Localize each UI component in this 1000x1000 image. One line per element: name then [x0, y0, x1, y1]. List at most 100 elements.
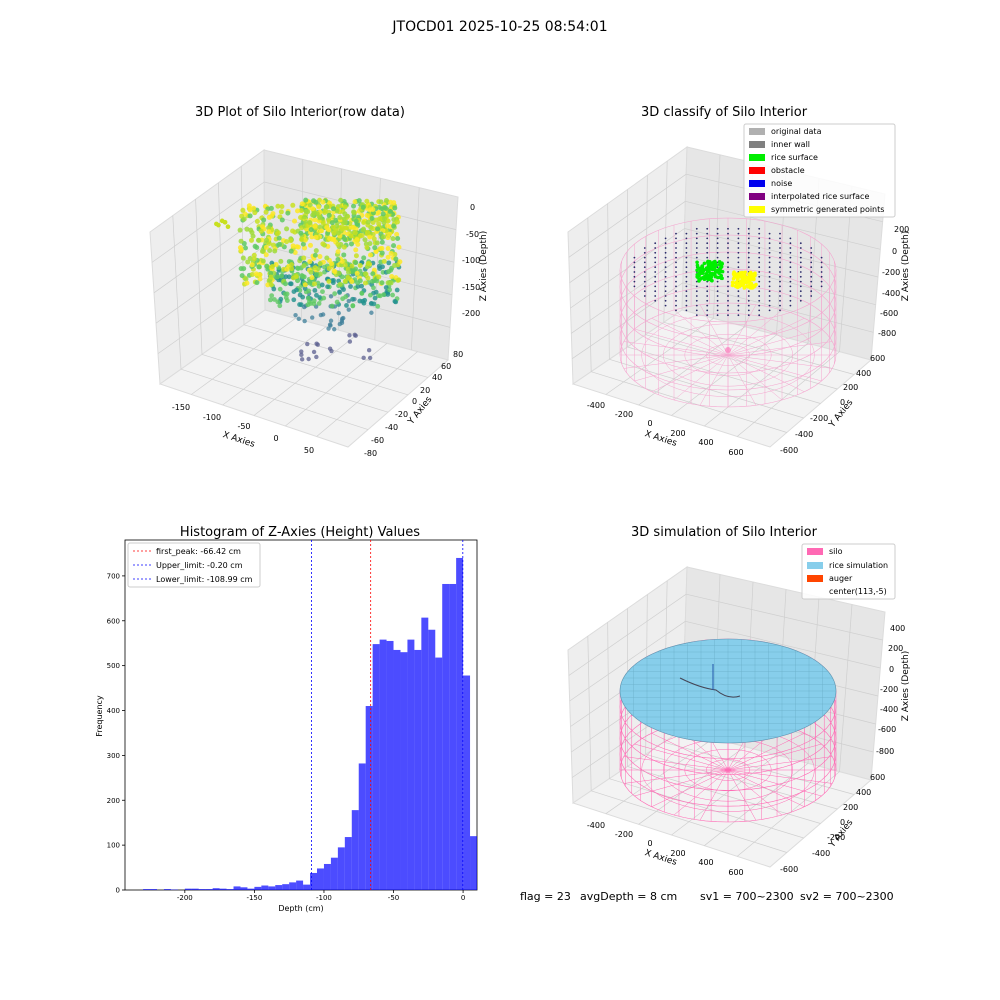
- interpolated-surface-point: [789, 275, 792, 278]
- symmetric-generated-point: [731, 276, 736, 281]
- interpolated-surface-point: [727, 295, 729, 297]
- interpolated-surface-point: [716, 232, 719, 235]
- raw-data-point: [372, 245, 378, 251]
- rice-surface-point: [706, 269, 710, 273]
- interpolated-surface-point: [643, 275, 646, 278]
- raw-data-point: [310, 212, 316, 218]
- interpolated-surface-point: [758, 280, 761, 283]
- interpolated-surface-point: [768, 266, 771, 269]
- histogram-bar: [442, 583, 450, 890]
- rice-surface-point: [717, 267, 721, 272]
- interpolated-surface-point: [654, 285, 657, 288]
- interpolated-surface-point: [737, 290, 740, 293]
- silo-floor-spoke: [623, 756, 729, 771]
- interpolated-surface-point: [747, 256, 750, 259]
- simulation-z-tick: -200: [880, 685, 898, 694]
- legend-label-inner-wall: inner wall: [771, 140, 810, 149]
- histogram-bar: [400, 652, 408, 890]
- raw-data-point: [282, 291, 288, 297]
- interpolated-surface-point: [768, 280, 771, 283]
- symmetric-generated-point: [730, 280, 735, 285]
- silo-floor-spoke: [727, 756, 833, 771]
- interpolated-surface-point: [716, 309, 719, 312]
- rice-surface-point: [708, 263, 712, 267]
- interpolated-surface-point: [727, 290, 729, 293]
- interpolated-surface-point: [789, 295, 792, 297]
- raw-data-point: [297, 302, 302, 307]
- raw-data-point: [359, 232, 365, 238]
- raw-data-point: [383, 198, 389, 204]
- interpolated-surface-point: [737, 266, 740, 269]
- classify-z-axis-label: Z Axies (Depth): [901, 231, 911, 302]
- interpolated-surface-point: [643, 247, 646, 249]
- interpolated-surface-point: [633, 271, 636, 273]
- interpolated-surface-point: [737, 299, 740, 302]
- raw-data-point: [313, 248, 319, 254]
- interpolated-surface-point: [768, 242, 771, 245]
- raw-data-point: [342, 236, 348, 242]
- interpolated-surface-point: [768, 299, 771, 302]
- raw-data-point: [309, 275, 315, 281]
- raw-data-point: [353, 260, 359, 266]
- simulation-y-tick: -600: [780, 865, 798, 874]
- silo-floor-spoke: [699, 304, 729, 356]
- raw-data-point: [305, 341, 310, 347]
- raw-data-point: [256, 264, 262, 270]
- interpolated-surface-point: [737, 251, 740, 254]
- interpolated-surface-point: [747, 309, 750, 312]
- silo-floor-spoke: [727, 743, 822, 771]
- raw-data-point: [241, 216, 247, 222]
- raw-data-point: [354, 237, 360, 243]
- raw-data-point: [254, 280, 260, 286]
- raw-x-tick: 0: [273, 434, 278, 443]
- raw-data-point: [284, 266, 290, 272]
- histogram-y-tick: 600: [107, 617, 120, 625]
- interpolated-surface-point: [654, 247, 657, 249]
- rice-surface-point: [695, 260, 699, 265]
- raw-data-point: [394, 287, 400, 293]
- interpolated-surface-point: [643, 266, 646, 269]
- raw-data-point: [247, 207, 253, 213]
- interpolated-surface-point: [643, 280, 646, 283]
- histogram-y-tick-labels: 0 100 200 300 400 500 600 700: [107, 572, 120, 894]
- silo-floor-spoke: [673, 309, 729, 356]
- histogram-bars: [143, 557, 477, 890]
- legend-label-noise: noise: [771, 179, 792, 188]
- raw-data-point: [361, 355, 366, 360]
- histogram-bar: [198, 889, 206, 890]
- histogram-bar: [247, 888, 255, 890]
- raw-data-point: [385, 245, 391, 251]
- raw-panel-title: 3D Plot of Silo Interior(row data): [195, 105, 405, 120]
- rice-surface-point: [707, 274, 711, 278]
- histogram-y-tick: 500: [107, 662, 120, 670]
- raw-data-point: [389, 274, 395, 280]
- grid-line: [736, 351, 840, 437]
- interpolated-surface-point: [675, 304, 677, 307]
- interpolated-surface-point: [664, 237, 667, 240]
- interpolated-surface-point: [643, 256, 646, 259]
- interpolated-surface-point: [633, 256, 636, 259]
- interpolated-surface-point: [675, 290, 677, 293]
- symmetric-generated-point: [730, 283, 735, 288]
- interpolated-surface-point: [768, 285, 771, 288]
- raw-data-point: [257, 272, 263, 278]
- raw-data-point: [300, 294, 306, 300]
- interpolated-surface-point: [633, 266, 636, 269]
- raw-data-point: [359, 290, 365, 296]
- raw-data-point: [256, 237, 262, 243]
- interpolated-surface-point: [695, 247, 698, 249]
- grid-line: [172, 215, 182, 370]
- interpolated-surface-point: [695, 295, 698, 297]
- interpolated-surface-point: [664, 304, 667, 307]
- silo-floor-spoke: [727, 341, 833, 356]
- interpolated-surface-point: [675, 237, 677, 240]
- raw-data-point: [252, 210, 258, 216]
- raw-data-point: [382, 216, 388, 222]
- interpolated-surface-point: [758, 304, 761, 307]
- raw-data-point: [397, 259, 403, 265]
- interpolated-surface-point: [758, 271, 761, 273]
- interpolated-surface-point: [747, 242, 750, 245]
- raw-data-point: [325, 284, 331, 290]
- interpolated-surface-point: [716, 227, 719, 230]
- raw-data-point: [310, 315, 315, 320]
